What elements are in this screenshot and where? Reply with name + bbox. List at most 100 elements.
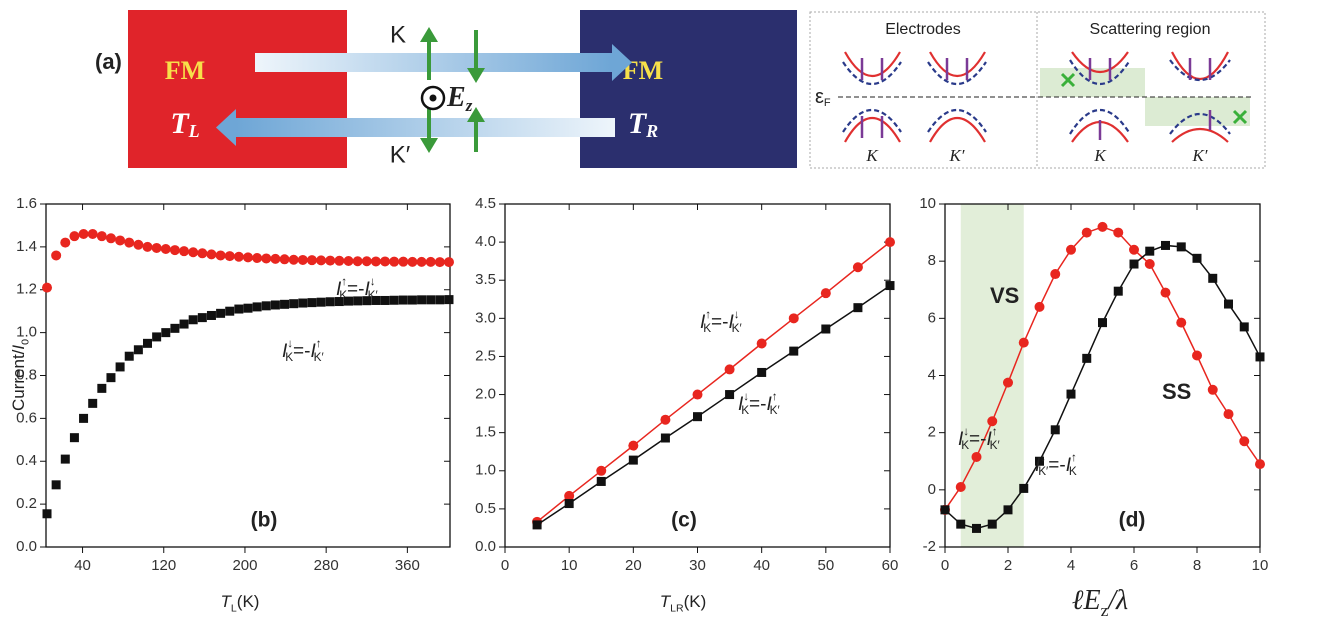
point (371, 256, 381, 266)
point (789, 347, 798, 356)
panel-label: (c) (671, 509, 697, 532)
point (886, 281, 895, 290)
point (170, 245, 180, 255)
point (1208, 385, 1218, 395)
point (597, 477, 606, 486)
x-tick-label: 20 (625, 557, 642, 574)
subscript: R (645, 121, 658, 141)
point (326, 297, 335, 306)
point (180, 320, 189, 329)
point (270, 254, 280, 264)
series-line (537, 242, 890, 522)
point (134, 345, 143, 354)
y-tick-label: 0.0 (16, 538, 37, 555)
point (289, 299, 298, 308)
point (596, 466, 606, 476)
text-part: (K) (237, 592, 260, 611)
point (161, 328, 170, 337)
point (51, 250, 61, 260)
y-tick-label: 0.2 (16, 495, 37, 512)
point (334, 256, 344, 266)
point (216, 250, 226, 260)
superscript: ↑ (772, 390, 778, 403)
superscript: ↑ (1071, 451, 1077, 464)
text-part: =- (749, 394, 766, 415)
panel-label: (a) (95, 49, 122, 74)
point (972, 524, 981, 533)
inset-title: Scattering region (1090, 21, 1211, 38)
point (1019, 338, 1029, 348)
point (207, 311, 216, 320)
point (262, 301, 271, 310)
point (444, 257, 454, 267)
subscript: K′ (1038, 465, 1048, 478)
point (972, 452, 982, 462)
point (61, 455, 70, 464)
point (133, 240, 143, 250)
point (435, 295, 444, 304)
point (1161, 241, 1170, 250)
point (789, 313, 799, 323)
point (1145, 247, 1154, 256)
symbol: E (446, 82, 466, 113)
superscript: ↑ (992, 425, 998, 438)
annotation: SS (1162, 379, 1191, 404)
left-material: FM (165, 56, 205, 85)
text-part: /λ (1106, 585, 1128, 616)
x-tick-label: 40 (753, 557, 770, 574)
point (69, 231, 79, 241)
x-tick-label: 120 (151, 557, 176, 574)
arrow-k-prime (236, 118, 615, 137)
point (298, 255, 308, 265)
point (821, 325, 830, 334)
point (1224, 409, 1234, 419)
series-label: I↓K=-I↑K′ (282, 337, 324, 364)
point (1208, 274, 1217, 283)
point (289, 255, 299, 265)
point (362, 256, 372, 266)
point (234, 305, 243, 314)
point (52, 480, 61, 489)
subscript: K′ (990, 439, 1000, 452)
point (1098, 222, 1108, 232)
x-tick-label: 360 (395, 557, 420, 574)
point (152, 332, 161, 341)
point (661, 434, 670, 443)
text-part: Current/ (9, 349, 28, 411)
point (97, 384, 106, 393)
valley-label: K′ (390, 141, 411, 168)
point (1066, 245, 1076, 255)
x-tick-label: 60 (882, 557, 899, 574)
point (161, 244, 171, 254)
shaded-region (961, 204, 1024, 547)
point (1193, 254, 1202, 263)
point (399, 296, 408, 305)
point (344, 297, 353, 306)
point (1051, 425, 1060, 434)
text-part: =- (969, 429, 986, 450)
point (398, 257, 408, 267)
x-tick-label: 10 (1252, 557, 1269, 574)
point (1003, 378, 1013, 388)
point (43, 509, 52, 518)
point (307, 255, 317, 265)
y-tick-label: 3.0 (475, 309, 496, 326)
y-tick-label: 4 (928, 366, 936, 383)
point (143, 339, 152, 348)
x-tick-label: 6 (1130, 557, 1138, 574)
superscript: ↑ (316, 337, 322, 350)
point (1256, 352, 1265, 361)
point (1239, 436, 1249, 446)
point (1176, 318, 1186, 328)
point (660, 415, 670, 425)
point (1130, 260, 1139, 269)
point (628, 441, 638, 451)
subscript: LR (670, 602, 684, 614)
point (408, 296, 417, 305)
point (353, 296, 362, 305)
point (106, 233, 116, 243)
point (565, 499, 574, 508)
point (956, 482, 966, 492)
x-tick-label: 4 (1067, 557, 1075, 574)
